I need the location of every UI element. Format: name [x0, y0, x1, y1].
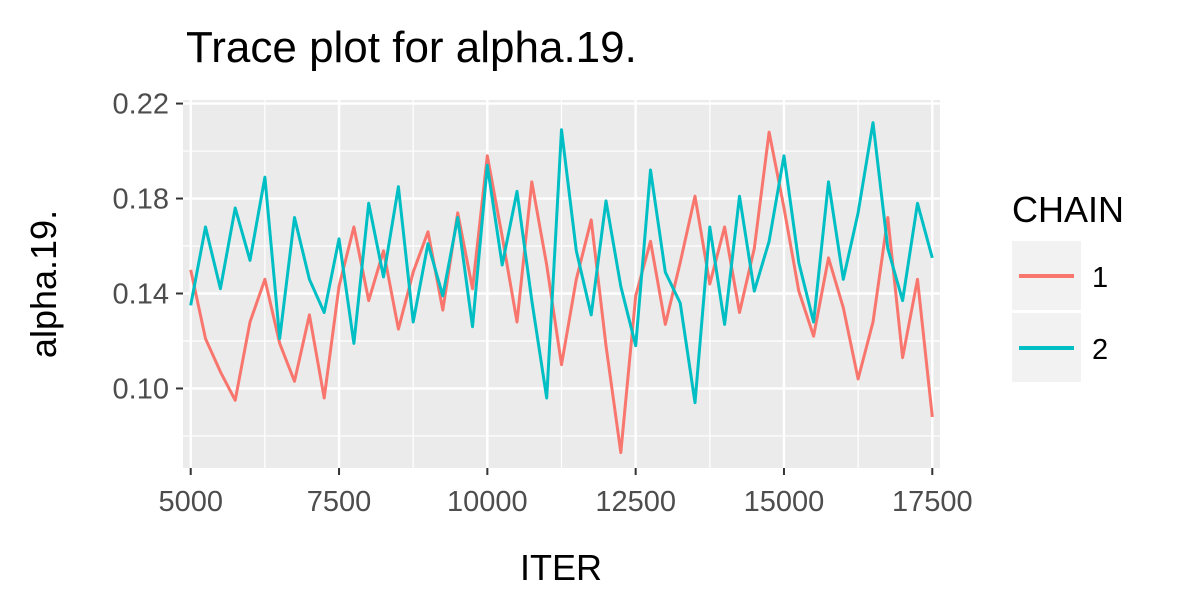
legend-label-1: 1: [1092, 262, 1108, 294]
series-layer: [189, 121, 934, 455]
y-tick-label: 0.10: [113, 373, 169, 405]
x-tick-label: 5000: [158, 486, 223, 518]
x-tick-label: 12500: [595, 486, 676, 518]
legend-label-2: 2: [1092, 334, 1108, 366]
series-line-chain-2: [189, 121, 934, 405]
axes: 5000 7500 10000 12500 15000 17500 0.10 0.14 0.18…: [113, 89, 973, 518]
y-tick-label: 0.22: [113, 89, 169, 121]
x-tick-label: 15000: [744, 486, 825, 518]
x-tick-label: 10000: [447, 486, 528, 518]
y-tick-label: 0.14: [113, 278, 169, 310]
x-tick-label: 17500: [892, 486, 973, 518]
y-axis-title: alpha.19.: [23, 210, 64, 358]
legend-title: CHAIN: [1012, 189, 1124, 230]
chart-title: Trace plot for alpha.19.: [186, 23, 637, 72]
series-line-chain-1: [189, 130, 934, 455]
legend: CHAIN 1 2: [1012, 189, 1124, 382]
x-tick-label: 7500: [307, 486, 372, 518]
y-tick-label: 0.18: [113, 184, 169, 216]
x-axis-title: ITER: [520, 547, 602, 588]
